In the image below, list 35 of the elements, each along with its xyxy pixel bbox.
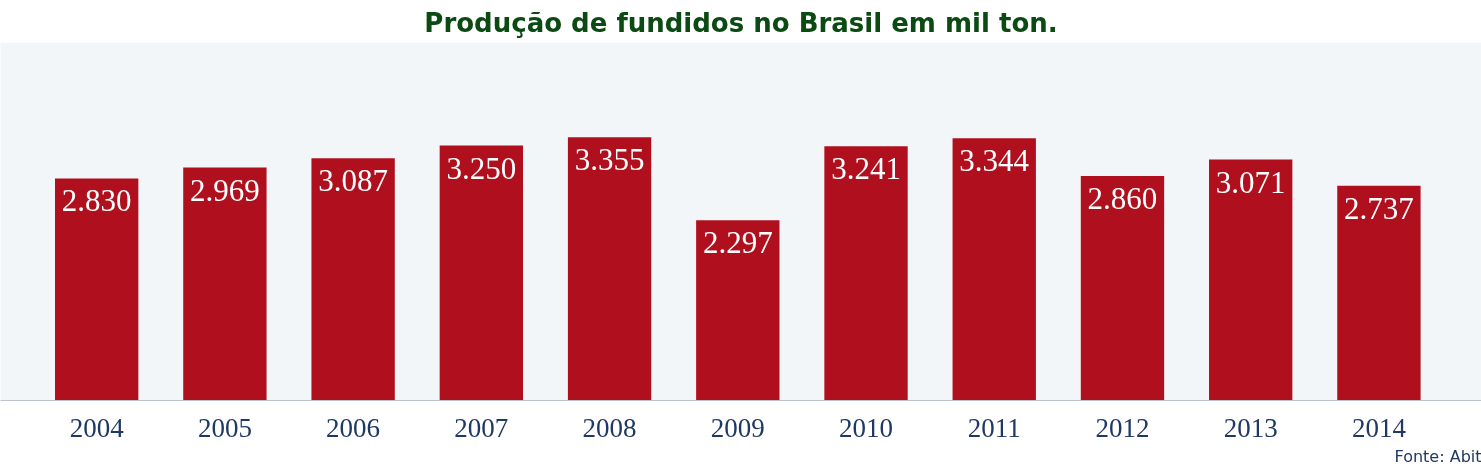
x-tick-label: 2005 — [197, 412, 252, 443]
data-label: 2.969 — [190, 172, 260, 208]
x-tick-label: 2013 — [1223, 412, 1278, 443]
data-label: 2.297 — [702, 225, 773, 261]
bar — [1337, 185, 1421, 401]
data-label: 2.860 — [1087, 181, 1158, 217]
x-tick-label: 2007 — [454, 412, 509, 443]
x-tick-label: 2008 — [582, 412, 637, 443]
data-label: 3.071 — [1215, 164, 1286, 200]
x-tick-label: 2011 — [967, 412, 1021, 443]
x-tick-label: 2009 — [710, 412, 765, 443]
data-label: 3.241 — [831, 151, 901, 187]
bar — [824, 146, 908, 401]
bar — [1080, 176, 1165, 401]
data-label: 3.344 — [959, 143, 1030, 179]
bar — [696, 220, 780, 401]
data-label: 3.250 — [446, 150, 517, 186]
data-label: 2.737 — [1344, 190, 1414, 226]
data-label: 2.830 — [61, 183, 132, 219]
chart-title: Produção de fundidos no Brasil em mil ton. — [424, 7, 1058, 38]
x-tick-label: 2014 — [1351, 412, 1407, 443]
x-tick-label: 2010 — [839, 412, 894, 443]
x-tick-label: 2004 — [69, 412, 125, 443]
bar — [183, 167, 267, 401]
bar — [1209, 159, 1293, 401]
data-label: 3.355 — [574, 142, 645, 178]
bar — [55, 178, 139, 401]
bar — [952, 138, 1036, 401]
x-tick-label: 2012 — [1095, 412, 1150, 443]
data-label: 3.087 — [318, 163, 388, 199]
bar — [567, 137, 652, 401]
bar — [439, 145, 524, 401]
x-tick-label: 2006 — [326, 412, 381, 443]
source-note: Fonte: Abit — [1394, 446, 1481, 466]
bar — [311, 158, 395, 401]
